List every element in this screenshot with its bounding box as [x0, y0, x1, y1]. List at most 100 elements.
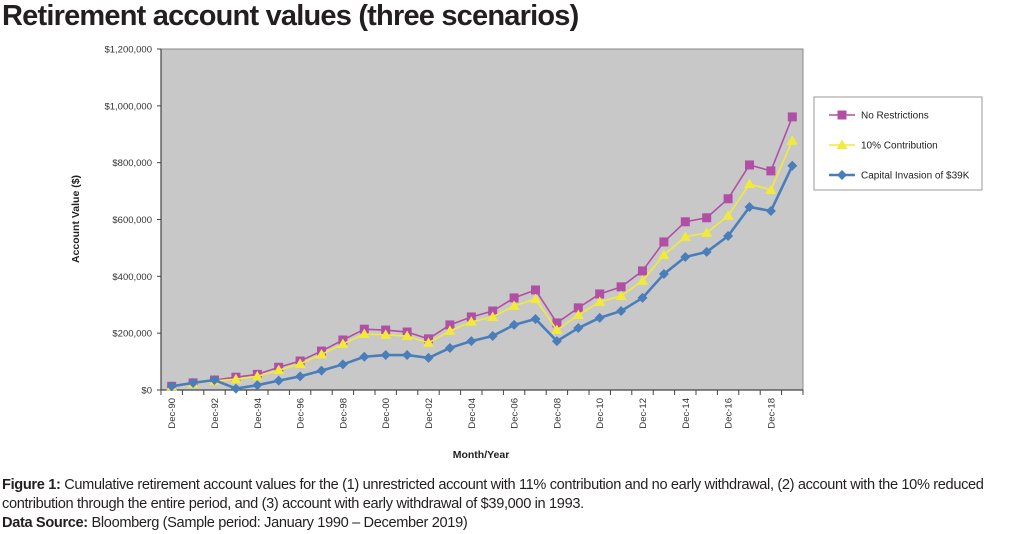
data-point: [552, 318, 562, 328]
caption-source-text: Bloomberg (Sample period: January 1990 –…: [91, 515, 468, 531]
data-point: [573, 303, 583, 313]
legend-item: Capital Invasion of $39K: [829, 170, 970, 182]
x-tick-label: Dec-00: [381, 398, 392, 429]
data-point: [701, 246, 712, 257]
caption-source-label: Data Source:: [2, 515, 92, 531]
x-tick-label: Dec-02: [424, 398, 435, 429]
data-point: [530, 293, 541, 304]
series-layer: [166, 112, 798, 394]
data-point: [680, 252, 691, 263]
y-tick-label: $400,000: [112, 272, 152, 283]
legend-item: No Restrictions: [829, 110, 929, 122]
x-tick-label: Dec-18: [766, 398, 777, 429]
data-point: [765, 205, 776, 216]
data-point: [765, 184, 777, 194]
data-point: [637, 292, 648, 303]
y-tick-label: $0: [141, 386, 152, 397]
figure-caption: Figure 1: Cumulative retirement account …: [2, 476, 1024, 533]
data-point: [359, 351, 370, 362]
legend-label: 10% Contribution: [861, 141, 938, 152]
data-point: [786, 135, 798, 145]
data-point: [723, 194, 733, 204]
data-point: [573, 323, 584, 334]
data-point: [294, 358, 306, 368]
data-point: [316, 365, 327, 376]
legend-label: No Restrictions: [861, 111, 929, 122]
data-point: [701, 227, 713, 237]
data-point: [658, 249, 670, 260]
x-tick-label: Dec-98: [338, 398, 349, 429]
data-point: [508, 300, 520, 310]
x-tick-label: Dec-96: [296, 398, 307, 429]
data-point: [615, 290, 627, 300]
data-point: [509, 293, 519, 303]
data-point: [702, 213, 712, 223]
data-point: [572, 309, 584, 319]
data-point: [787, 160, 798, 171]
x-tick-label: Dec-92: [210, 398, 221, 429]
data-point: [251, 370, 263, 381]
legend-marker-diamond: [837, 170, 847, 180]
y-tick-label: $1,200,000: [104, 45, 152, 56]
data-point: [273, 364, 285, 375]
data-point: [722, 210, 734, 220]
data-point: [487, 311, 499, 321]
data-point: [551, 324, 563, 335]
caption-figure-text: Cumulative retirement account values for…: [2, 477, 984, 512]
data-point: [466, 336, 477, 347]
data-point: [230, 383, 241, 394]
data-point: [680, 217, 690, 227]
data-point: [402, 350, 413, 361]
data-point: [659, 237, 669, 247]
x-axis-title: Month/Year: [453, 449, 510, 461]
data-point: [531, 285, 540, 295]
legend-item: 10% Contribution: [829, 139, 938, 152]
data-point: [230, 373, 242, 384]
data-point: [166, 381, 177, 392]
y-tick-label: $600,000: [112, 215, 152, 226]
data-point: [594, 296, 606, 306]
data-point: [380, 329, 392, 339]
data-point: [766, 166, 776, 176]
caption-source-line: Data Source: Bloomberg (Sample period: J…: [2, 514, 1024, 533]
data-point: [551, 336, 562, 347]
y-tick-label: $1,000,000: [104, 101, 152, 112]
data-point: [252, 380, 263, 391]
chart-title: Retirement account values (three scenari…: [2, 0, 579, 32]
legend: No Restrictions 10% Contribution Capital I…: [813, 96, 983, 191]
y-tick-label: $800,000: [112, 158, 152, 169]
data-point: [616, 282, 626, 292]
x-tick-label: Dec-90: [167, 398, 178, 429]
data-point: [658, 269, 669, 280]
data-point: [595, 289, 605, 299]
data-point: [423, 352, 434, 363]
data-point: [744, 178, 755, 188]
data-point: [488, 306, 498, 316]
data-point: [337, 338, 349, 348]
data-point: [273, 375, 284, 386]
data-point: [445, 320, 455, 330]
data-point: [380, 350, 391, 361]
legend-label: Capital Invasion of $39K: [861, 171, 970, 182]
x-axis: Dec-90 Dec-92 Dec-94 Dec-96 Dec-98 Dec-00 Dec-…: [160, 389, 804, 429]
data-point: [723, 230, 734, 241]
data-point: [188, 377, 199, 388]
data-point: [487, 331, 498, 342]
data-point: [509, 319, 520, 330]
data-point: [616, 306, 627, 317]
data-point: [745, 160, 754, 170]
data-point: [358, 328, 370, 339]
x-tick-label: Dec-06: [510, 398, 521, 429]
caption-figure-line: Figure 1: Cumulative retirement account …: [2, 476, 1024, 514]
series-capital-invasion-of-39k: [166, 160, 798, 394]
x-tick-label: Dec-04: [467, 398, 478, 429]
data-point: [423, 337, 434, 347]
data-point: [401, 330, 413, 341]
line-chart: $0 $200,000 $400,000 $600,000 $800,000 $1,000…: [70, 45, 983, 461]
x-tick-label: Dec-12: [638, 398, 649, 429]
y-tick-label: $200,000: [112, 329, 152, 340]
data-point: [209, 375, 220, 386]
y-axis-title: Account Value ($): [70, 175, 82, 263]
legend-marker-triangle: [836, 139, 848, 149]
caption-figure-label: Figure 1:: [2, 477, 65, 493]
